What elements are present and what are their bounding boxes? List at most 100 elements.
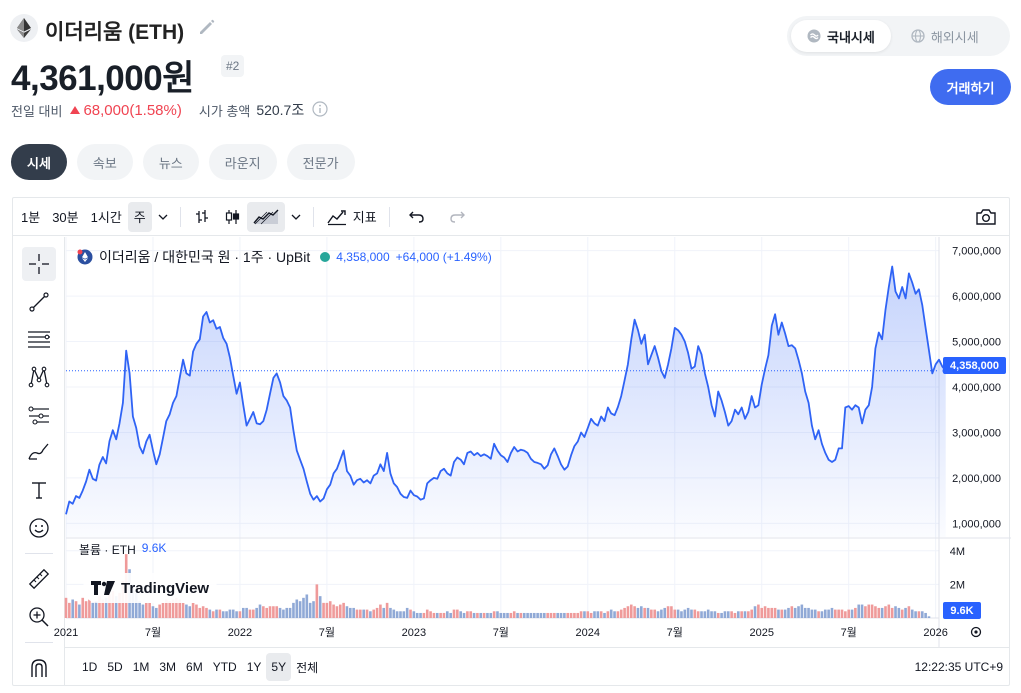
volume-bar	[820, 611, 824, 618]
volume-bar	[255, 607, 258, 618]
volume-bar	[221, 611, 225, 618]
ethereum-icon	[17, 18, 31, 38]
overseas-price-label: 해외시세	[930, 29, 979, 45]
overseas-price-tab[interactable]: 해외시세	[895, 20, 995, 52]
indicators-button[interactable]: 지표	[320, 202, 383, 232]
range-5d[interactable]: 5D	[107, 660, 123, 674]
range-ytd[interactable]: YTD	[212, 660, 237, 674]
tab-news[interactable]: 뉴스	[142, 144, 199, 180]
volume-bar	[486, 612, 489, 618]
volume-bar	[813, 609, 817, 618]
fib-lines-icon	[28, 331, 50, 348]
volume-bar	[850, 609, 854, 618]
chart-type-dropdown[interactable]	[285, 202, 307, 232]
chart-legend: 이더리움 / 대한민국 원 · 1주 · UpBit 4,358,000 +64…	[77, 247, 492, 267]
volume-bar	[854, 607, 857, 618]
globe-icon	[911, 29, 925, 43]
volume-bar	[834, 609, 837, 618]
volume-bar	[907, 606, 911, 618]
info-icon[interactable]	[312, 100, 328, 120]
candle-chart-type-button[interactable]	[217, 202, 247, 232]
volume-bar	[629, 604, 633, 618]
screenshot-button[interactable]	[969, 202, 1003, 232]
range-3m[interactable]: 3M	[159, 660, 177, 674]
volume-bar	[927, 616, 931, 618]
tab-price[interactable]: 시세	[11, 144, 67, 180]
zoom-tool[interactable]	[22, 600, 56, 634]
pattern-tool[interactable]	[22, 360, 56, 394]
x-axis-label: 2026	[923, 627, 947, 639]
volume-bar	[288, 607, 292, 618]
magnet-tool[interactable]	[22, 651, 56, 685]
legend-symbol-title: 이더리움 / 대한민국 원 · 1주 · UpBit	[99, 249, 311, 265]
range-1m[interactable]: 1M	[132, 660, 150, 674]
volume-bar	[900, 609, 904, 618]
range-1d[interactable]: 1D	[82, 660, 98, 674]
range-6m[interactable]: 6M	[186, 660, 203, 674]
volume-bar	[352, 607, 355, 618]
tab-lounge[interactable]: 라운지	[208, 144, 277, 180]
tradingview-logo[interactable]: TradingView	[83, 573, 218, 603]
domestic-price-tab[interactable]: 국내시세	[791, 20, 891, 52]
volume-bar	[690, 609, 693, 618]
volume-bar	[379, 604, 382, 618]
interval-1min[interactable]: 1분	[21, 210, 41, 225]
timezone-clock[interactable]: 12:22:35 UTC+9	[914, 660, 1003, 674]
range-1y[interactable]: 1Y	[246, 660, 262, 674]
up-triangle-icon	[70, 106, 81, 114]
volume-bar	[71, 599, 74, 618]
bar-chart-type-button[interactable]	[187, 202, 217, 232]
volume-bar	[817, 611, 820, 618]
volume-bar	[278, 607, 282, 618]
undo-button[interactable]	[402, 202, 432, 232]
volume-bar	[609, 609, 613, 618]
tab-experts[interactable]: 전문가	[286, 144, 355, 180]
volume-bar	[800, 604, 804, 618]
range-all[interactable]: 전체	[296, 660, 319, 675]
edit-pencil-icon[interactable]	[197, 17, 217, 42]
volume-bar	[292, 602, 295, 618]
volume-bar	[589, 612, 593, 618]
forecast-tool[interactable]	[22, 398, 56, 432]
change-value: 68,000(1.58%)	[70, 102, 182, 119]
text-tool[interactable]	[22, 473, 56, 507]
redo-button[interactable]	[442, 202, 472, 232]
volume-bar	[656, 611, 660, 618]
volume-bar	[188, 606, 192, 618]
measure-tool[interactable]	[22, 562, 56, 596]
volume-bar	[633, 606, 636, 618]
range-5y[interactable]: 5Y	[266, 653, 292, 681]
volume-bar	[248, 609, 252, 618]
volume-bar	[583, 611, 586, 618]
trend-line-tool[interactable]	[22, 285, 56, 319]
change-row: 전일 대비 68,000(1.58%) 시가 총액 520.7조	[11, 100, 328, 120]
volume-bar	[793, 607, 797, 618]
interval-1hour[interactable]: 1시간	[90, 210, 122, 225]
volume-bar	[432, 612, 436, 618]
tab-breaking-news[interactable]: 속보	[76, 144, 133, 180]
interval-dropdown[interactable]	[152, 202, 174, 232]
area-chart-type-button[interactable]	[246, 201, 285, 232]
fib-retracement-tool[interactable]	[22, 322, 56, 356]
crosshair-tool[interactable]	[22, 247, 56, 281]
trade-button[interactable]: 거래하기	[930, 69, 1011, 105]
price-chart-area[interactable]: 7,000,000 6,000,000 5,000,000 4,000,000 3,00…	[13, 198, 1011, 687]
volume-bar	[372, 609, 376, 618]
volume-bar	[235, 611, 238, 618]
emoji-tool[interactable]	[22, 511, 56, 545]
volume-bar	[723, 611, 727, 618]
volume-bar	[579, 611, 583, 618]
volume-bar	[165, 599, 168, 618]
volume-bar	[345, 606, 349, 618]
volume-legend: 볼륨 · ETH 9.6K	[79, 541, 166, 558]
magnet-icon	[31, 659, 47, 677]
volume-bar	[318, 596, 322, 618]
interval-30min[interactable]: 30분	[52, 210, 79, 225]
volume-bar	[780, 609, 784, 618]
volume-bar	[409, 609, 412, 618]
brush-tool[interactable]	[22, 435, 56, 469]
volume-bar	[553, 612, 556, 618]
interval-week[interactable]: 주	[127, 201, 152, 232]
toolbar-divider	[312, 206, 314, 227]
volume-bar	[532, 612, 536, 618]
